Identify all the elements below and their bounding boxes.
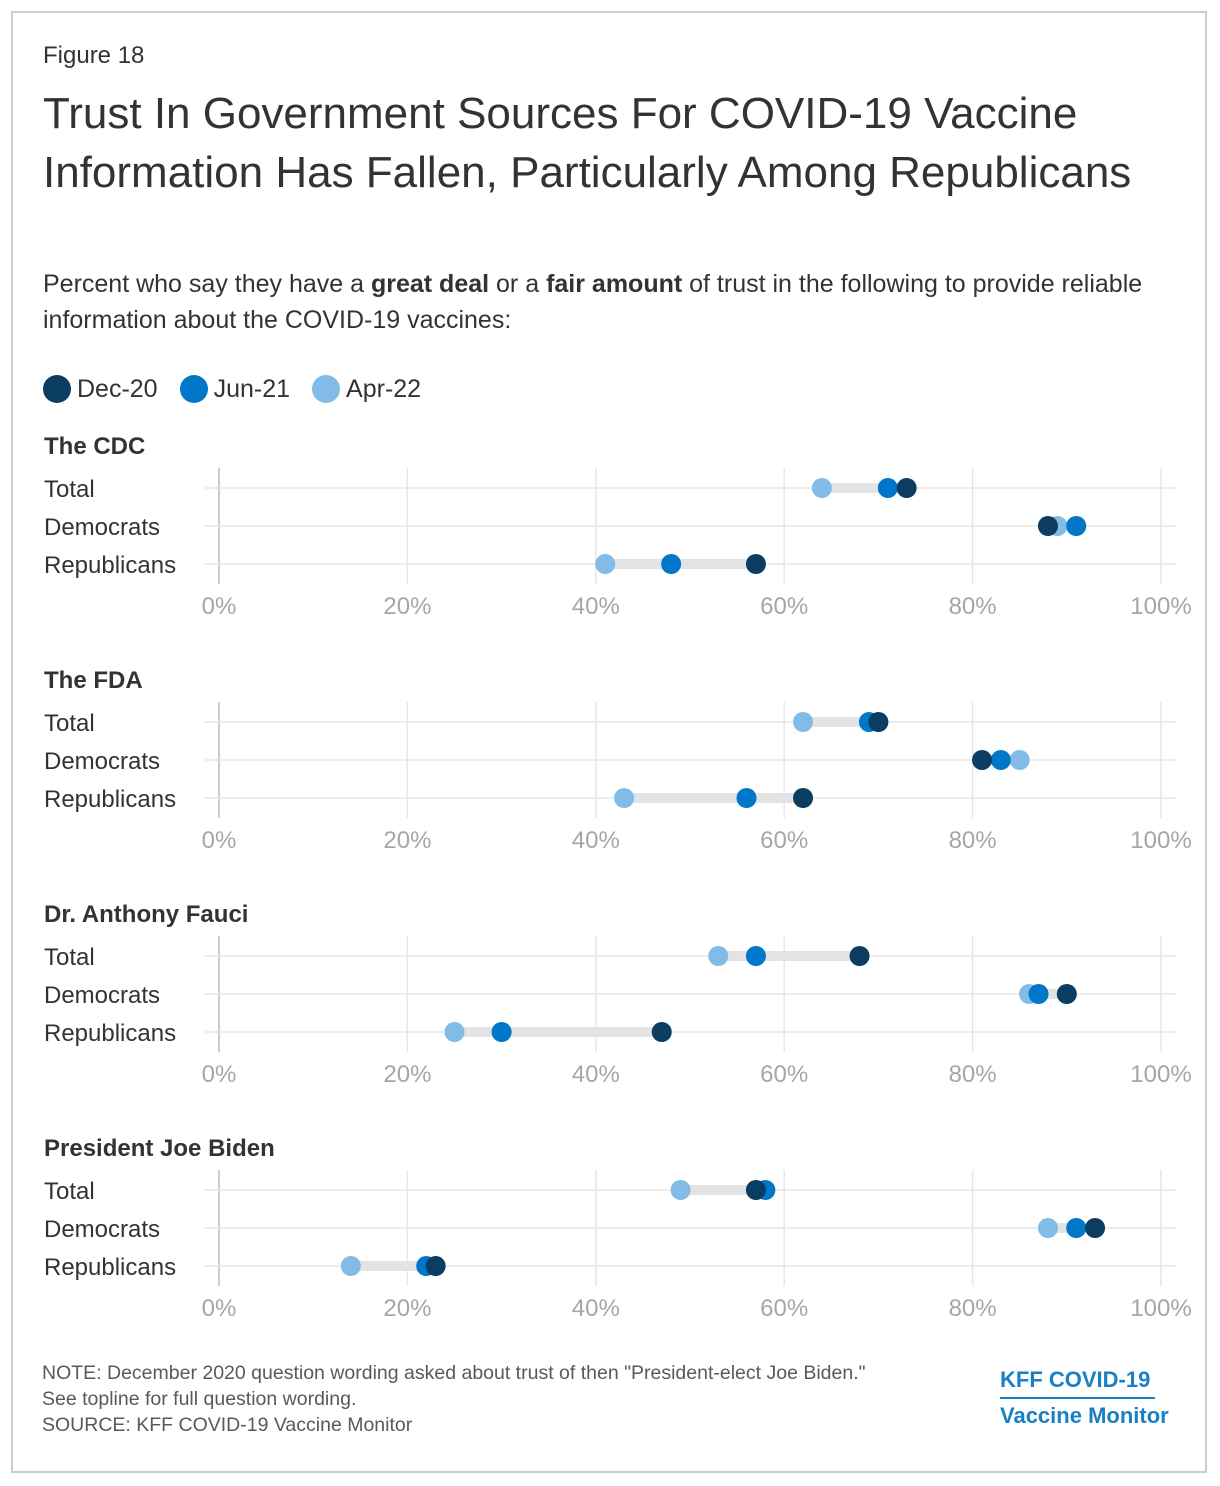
the-cdc-total-dot-jun-21	[877, 478, 898, 498]
president-joe-biden-democrats-dot-jun-21	[1066, 1218, 1087, 1238]
legend-label-dec20: Dec-20	[77, 374, 158, 403]
footnote: NOTE: December 2020 question wording ask…	[42, 1360, 992, 1438]
the-cdc-tick-label-2: 40%	[572, 593, 620, 620]
dr-anthony-fauci-democrats-row-label: Democrats	[44, 982, 160, 1009]
source-line: SOURCE: KFF COVID-19 Vaccine Monitor	[42, 1414, 413, 1436]
the-fda-democrats-dot-jun-21	[990, 750, 1011, 770]
president-joe-biden-total-dot-dec-20	[745, 1180, 766, 1200]
dr-anthony-fauci-republicans-dot-jun-21	[491, 1022, 512, 1042]
the-fda-total-dot-apr-22	[793, 712, 814, 732]
the-cdc-total-row-label: Total	[44, 476, 95, 503]
panel-title-cdc: The CDC	[44, 433, 146, 460]
the-cdc-tick-label-1: 20%	[383, 593, 431, 620]
dr-anthony-fauci-republicans-dot-dec-20	[651, 1022, 672, 1042]
dr-anthony-fauci-tick-label-1: 20%	[383, 1061, 431, 1088]
the-fda-tick-label-2: 40%	[572, 827, 620, 854]
the-cdc-tick-label-5: 100%	[1130, 593, 1191, 620]
note-line-1: NOTE: December 2020 question wording ask…	[42, 1362, 866, 1384]
panel-title-biden: President Joe Biden	[44, 1135, 275, 1162]
the-fda-democrats-dot-dec-20	[972, 750, 993, 770]
legend-label-apr22: Apr-22	[346, 374, 422, 403]
the-fda-tick-label-1: 20%	[383, 827, 431, 854]
the-fda-total-row-label: Total	[44, 710, 95, 737]
the-cdc-democrats-dot-dec-20	[1037, 516, 1058, 536]
the-fda-tick-label-0: 0%	[202, 827, 237, 854]
legend-item-dec20: Dec-20	[43, 375, 158, 404]
the-cdc-republicans-row-label: Republicans	[44, 552, 176, 579]
the-fda-republicans-dot-dec-20	[793, 788, 814, 808]
president-joe-biden-republicans-row-label: Republicans	[44, 1254, 176, 1281]
figure-label: Figure 18	[43, 42, 145, 69]
president-joe-biden-tick-label-2: 40%	[572, 1295, 620, 1322]
the-fda-democrats-dot-apr-22	[1009, 750, 1030, 770]
president-joe-biden-tick-label-0: 0%	[202, 1295, 237, 1322]
the-cdc-republicans-dot-jun-21	[661, 554, 682, 574]
the-fda-tick-label-3: 60%	[760, 827, 808, 854]
legend-dot-apr22	[312, 375, 341, 403]
dr-anthony-fauci-total-dot-jun-21	[745, 946, 766, 966]
president-joe-biden-republicans-dot-dec-20	[425, 1256, 446, 1276]
panel-title-fauci: Dr. Anthony Fauci	[44, 901, 249, 928]
panel-title-fda: The FDA	[44, 667, 143, 694]
president-joe-biden-tick-label-4: 80%	[949, 1295, 997, 1322]
chart-title: Trust In Government Sources For COVID-19…	[43, 89, 1132, 197]
the-cdc-total-dot-apr-22	[811, 478, 832, 498]
dr-anthony-fauci-tick-label-2: 40%	[572, 1061, 620, 1088]
dr-anthony-fauci-total-dot-apr-22	[708, 946, 729, 966]
subtitle-part3: of trust in the following to provide rel…	[43, 270, 1143, 334]
legend-item-apr22: Apr-22	[312, 375, 421, 404]
dr-anthony-fauci-tick-label-0: 0%	[202, 1061, 237, 1088]
the-cdc-democrats-dot-jun-21	[1066, 516, 1087, 536]
dr-anthony-fauci-democrats-dot-jun-21	[1028, 984, 1049, 1004]
logo-line-2: Vaccine Monitor	[1000, 1403, 1169, 1428]
the-fda-democrats-row-label: Democrats	[44, 748, 160, 775]
the-cdc-tick-label-0: 0%	[202, 593, 237, 620]
dr-anthony-fauci-total-dot-dec-20	[849, 946, 870, 966]
kff-logo: KFF COVID-19 Vaccine Monitor	[1000, 1365, 1178, 1431]
president-joe-biden-tick-label-5: 100%	[1130, 1295, 1191, 1322]
legend-label-jun21: Jun-21	[213, 374, 291, 403]
logo-divider	[1000, 1397, 1155, 1399]
logo-line-1: KFF COVID-19	[1000, 1367, 1151, 1392]
the-cdc-tick-label-3: 60%	[760, 593, 808, 620]
the-cdc-democrats-row-label: Democrats	[44, 514, 160, 541]
the-fda-tick-label-4: 80%	[949, 827, 997, 854]
dr-anthony-fauci-total-row-label: Total	[44, 944, 95, 971]
dr-anthony-fauci-tick-label-5: 100%	[1130, 1061, 1191, 1088]
legend-dot-dec20	[43, 375, 71, 403]
subtitle-part1: Percent who say they have a	[43, 270, 371, 298]
subtitle-bold1: great deal	[370, 270, 490, 298]
the-fda-republicans-dot-apr-22	[614, 788, 635, 808]
the-cdc-tick-label-4: 80%	[949, 593, 997, 620]
dr-anthony-fauci-republicans-dot-apr-22	[444, 1022, 465, 1042]
dr-anthony-fauci-tick-label-3: 60%	[760, 1061, 808, 1088]
subtitle-bold2: fair amount	[546, 270, 683, 298]
the-cdc-republicans-dot-dec-20	[745, 554, 766, 574]
the-fda-tick-label-5: 100%	[1130, 827, 1191, 854]
dr-anthony-fauci-democrats-dot-dec-20	[1056, 984, 1077, 1004]
president-joe-biden-tick-label-3: 60%	[760, 1295, 808, 1322]
president-joe-biden-democrats-dot-apr-22	[1037, 1218, 1058, 1238]
legend: Dec-20 Jun-21 Apr-22	[43, 372, 443, 406]
the-fda-republicans-dot-jun-21	[736, 788, 757, 808]
president-joe-biden-democrats-row-label: Democrats	[44, 1216, 160, 1243]
note-line-2: See topline for full question wording.	[42, 1388, 357, 1410]
chart-subtitle: Percent who say they have a great deal o…	[43, 266, 1193, 338]
subtitle-part2: or a	[489, 270, 547, 298]
dr-anthony-fauci-tick-label-4: 80%	[949, 1061, 997, 1088]
legend-dot-jun21	[179, 375, 208, 403]
president-joe-biden-tick-label-1: 20%	[383, 1295, 431, 1322]
figure-frame	[11, 11, 1207, 1473]
president-joe-biden-democrats-dot-dec-20	[1085, 1218, 1106, 1238]
president-joe-biden-total-row-label: Total	[44, 1178, 95, 1205]
the-cdc-total-dot-dec-20	[896, 478, 917, 498]
president-joe-biden-total-dot-apr-22	[670, 1180, 691, 1200]
the-cdc-republicans-dot-apr-22	[595, 554, 616, 574]
dr-anthony-fauci-republicans-row-label: Republicans	[44, 1020, 176, 1047]
the-fda-republicans-row-label: Republicans	[44, 786, 176, 813]
the-fda-total-dot-dec-20	[868, 712, 889, 732]
president-joe-biden-republicans-dot-apr-22	[340, 1256, 361, 1276]
legend-item-jun21: Jun-21	[179, 374, 291, 404]
